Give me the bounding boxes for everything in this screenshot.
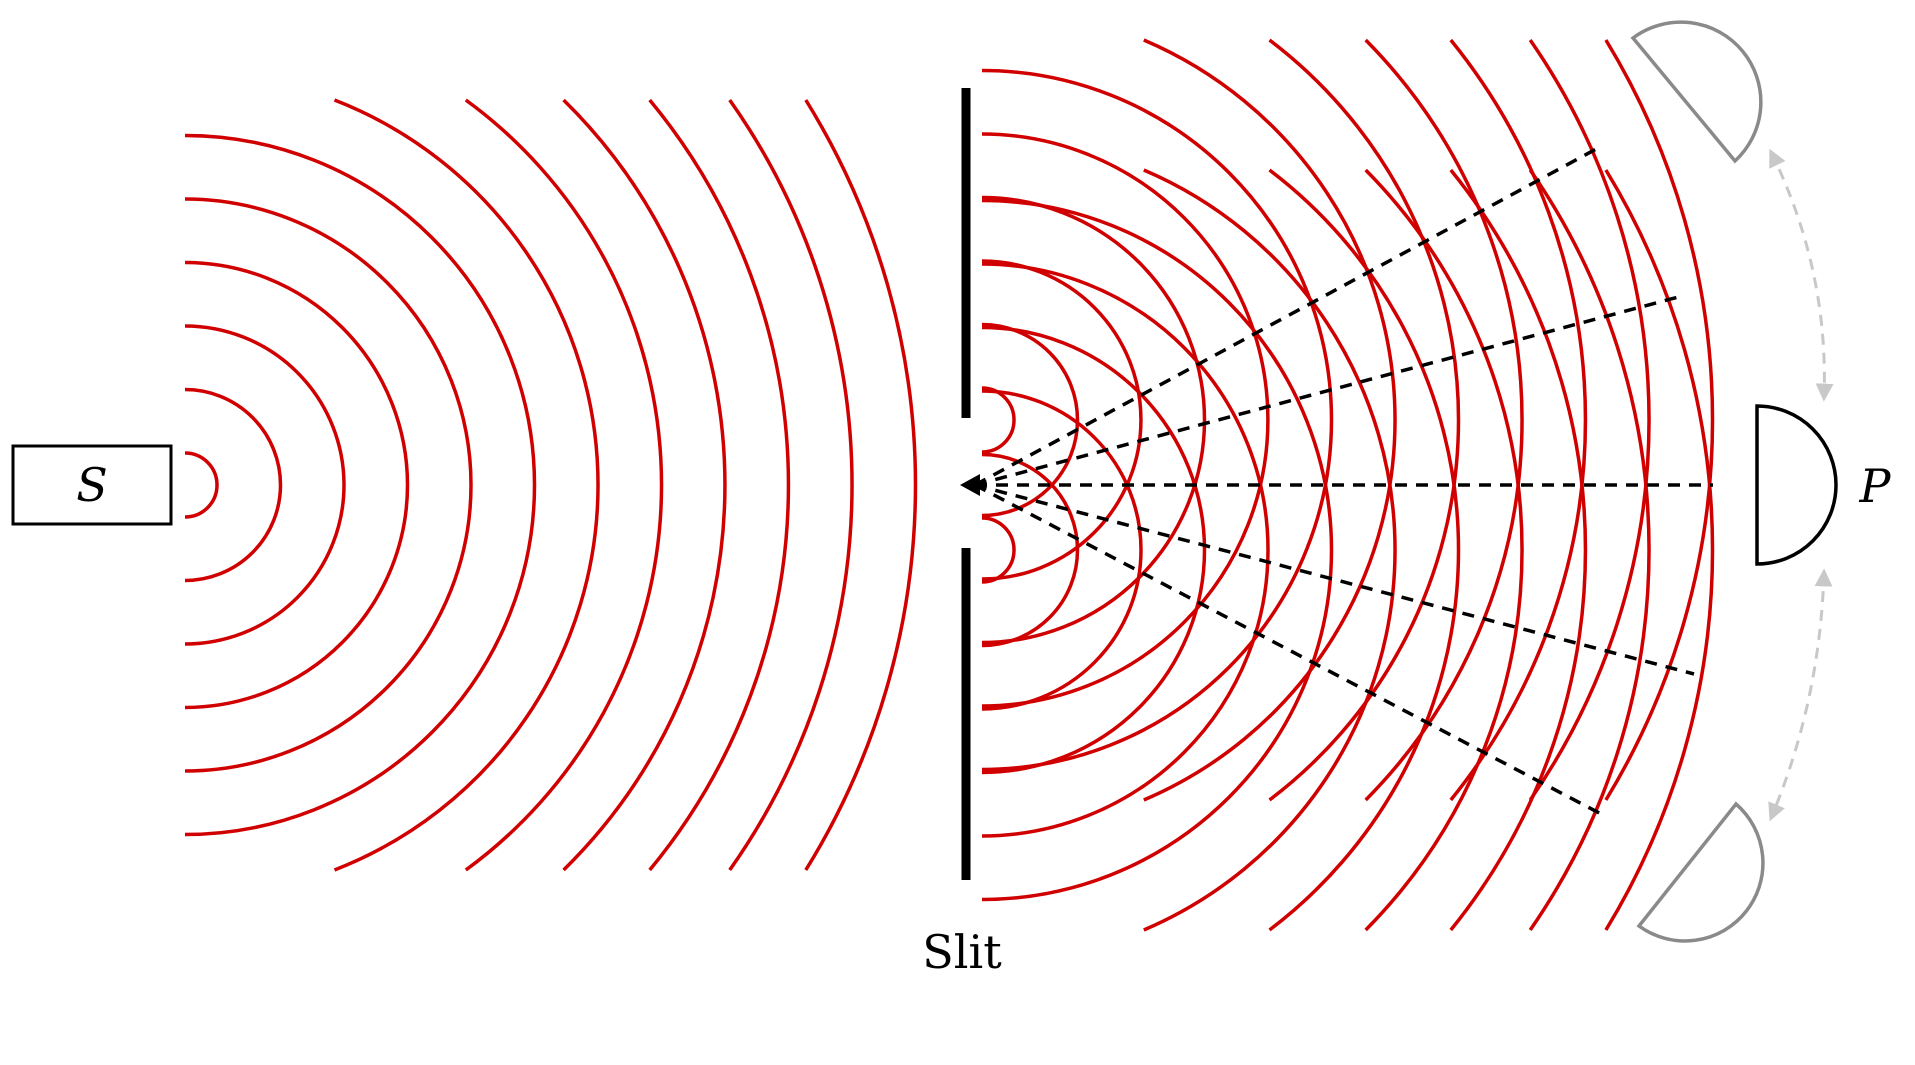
movement-arrows xyxy=(1768,148,1834,822)
source-box: S xyxy=(11,444,173,526)
diffracted-wavefront xyxy=(981,195,1207,645)
diffracted-wavefront xyxy=(1528,169,1651,931)
incoming-wavefront xyxy=(184,197,473,773)
path-line xyxy=(974,483,1604,817)
detector-shape xyxy=(1755,404,1838,566)
ghost-detector-lower xyxy=(1636,801,1765,943)
diffracted-wavefront xyxy=(1143,168,1397,932)
diffracted-wavefront xyxy=(981,259,1143,581)
diffracted-wavefront xyxy=(1604,39,1715,801)
detector: P xyxy=(1755,404,1892,566)
ghost-detector-upper xyxy=(1630,20,1763,164)
incoming-wavefront xyxy=(464,98,664,872)
diffracted-wavefront xyxy=(981,132,1270,708)
path-line xyxy=(974,294,1683,487)
diffracted-wavefront xyxy=(1604,169,1715,931)
incoming-wavefront xyxy=(184,324,346,646)
diffracted-wavefront xyxy=(981,322,1080,518)
arrow-upper xyxy=(1769,148,1834,402)
incoming-wavefront xyxy=(184,451,219,519)
incoming-wavefront xyxy=(728,98,854,872)
diffracted-wavefront xyxy=(981,389,1143,711)
diffracted-wavefront xyxy=(981,516,1016,584)
path-lines xyxy=(974,146,1713,817)
source-label: S xyxy=(76,458,108,512)
incoming-wavefront xyxy=(333,98,600,872)
diffracted-wavefront xyxy=(981,325,1207,775)
diffracted-wavefront xyxy=(1268,168,1461,932)
incoming-wavefront xyxy=(184,260,410,710)
diffracted-wavefront xyxy=(1364,38,1524,802)
incoming-wavefront xyxy=(184,133,537,837)
diffracted-wavefront xyxy=(1364,168,1524,932)
diffracted-wavefront xyxy=(981,386,1016,454)
path-line xyxy=(974,146,1599,487)
diffracted-wavefront xyxy=(981,452,1080,648)
path-line xyxy=(974,483,1695,676)
slit-midpoint-marker xyxy=(960,474,980,496)
arrow-lower xyxy=(1768,568,1833,822)
incoming-wavefronts xyxy=(184,98,918,872)
incoming-wavefront xyxy=(562,98,727,872)
source-rect xyxy=(11,444,173,526)
diffracted-wavefront xyxy=(981,198,1334,902)
diffracted-wavefronts xyxy=(981,38,1715,932)
incoming-wavefront xyxy=(804,99,918,871)
diffracted-wavefront xyxy=(1143,38,1397,802)
diffracted-wavefront xyxy=(981,68,1334,772)
diffracted-wavefront xyxy=(1528,39,1651,801)
diffracted-wavefront xyxy=(1449,38,1588,802)
diffracted-wavefront xyxy=(1449,168,1588,932)
incoming-wavefront xyxy=(184,387,283,583)
diffracted-wavefront xyxy=(981,262,1270,838)
detector-label: P xyxy=(1859,459,1892,513)
incoming-wavefront xyxy=(648,98,791,872)
slit-label: Slit xyxy=(922,925,1002,979)
